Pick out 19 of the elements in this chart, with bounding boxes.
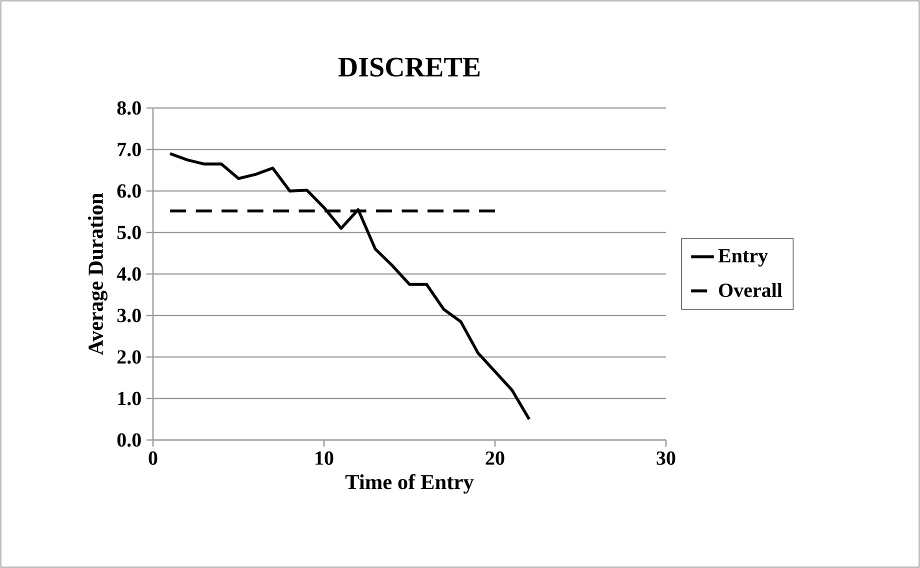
x-tick-label: 20 xyxy=(486,451,504,465)
y-axis-title: Average Duration xyxy=(88,193,108,356)
y-tick-label: 8.0 xyxy=(117,101,141,115)
x-tick-label: 0 xyxy=(148,451,158,465)
y-tick-label: 6.0 xyxy=(117,184,141,198)
chart-title: DISCRETE xyxy=(338,58,480,77)
y-tick-label: 3.0 xyxy=(117,308,141,322)
x-axis-title: Time of Entry xyxy=(345,474,474,494)
y-tick-label: 4.0 xyxy=(116,267,141,281)
y-tick-label: 7.0 xyxy=(118,142,141,156)
x-tick-label: 10 xyxy=(316,451,334,465)
legend-label: Overall xyxy=(719,282,782,298)
y-tick-label: 2.0 xyxy=(117,350,141,364)
y-tick-label: 5.0 xyxy=(117,226,141,240)
x-tick-label: 30 xyxy=(656,451,676,465)
y-tick-label: 0.0 xyxy=(117,433,141,447)
legend-label: Entry xyxy=(718,249,768,267)
y-tick-label: 1.0 xyxy=(118,392,141,406)
line-series xyxy=(168,152,531,421)
